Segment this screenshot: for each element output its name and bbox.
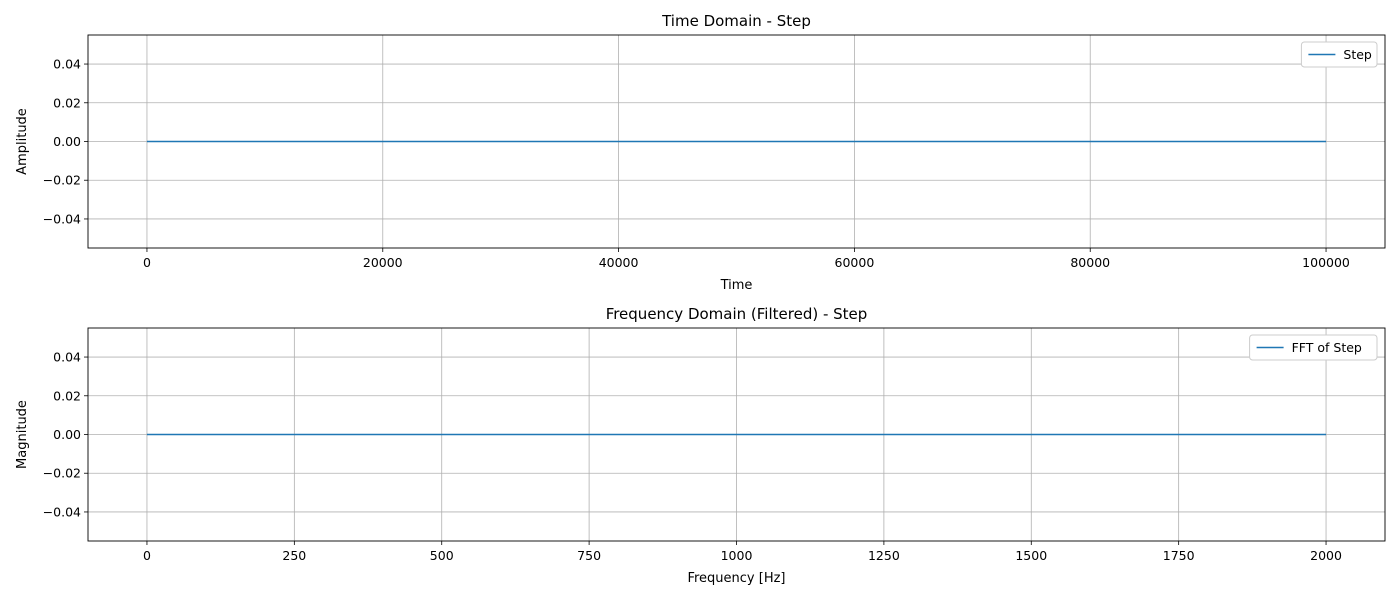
x-tick-label: 2000 (1310, 548, 1342, 563)
legend-label: FFT of Step (1292, 340, 1362, 355)
x-tick-label: 0 (143, 255, 151, 270)
y-axis-label: Amplitude (15, 108, 30, 175)
chart-frequency-domain: 0 250 500 750 1000 1250 1500 1750 2000 −0.04 −0.02… (15, 305, 1386, 586)
x-tick-label: 20000 (363, 255, 403, 270)
legend: FFT of Step (1249, 334, 1378, 361)
y-tick-label: 0.02 (53, 95, 81, 110)
legend-box (1300, 41, 1378, 68)
x-tick-label: 80000 (1070, 255, 1110, 270)
y-tick-label: −0.02 (43, 173, 81, 188)
x-tick-label: 60000 (835, 255, 875, 270)
x-tick-label: 40000 (599, 255, 639, 270)
chart-time-domain: 0 20000 40000 60000 80000 100000 −0.04 −0.02 0.0… (15, 12, 1386, 293)
y-axis-label: Magnitude (15, 400, 30, 469)
x-tick-label: 750 (577, 548, 601, 563)
x-tick-label: 1250 (868, 548, 900, 563)
y-tick-label: 0.00 (53, 427, 81, 442)
y-tick-label: 0.04 (53, 350, 81, 365)
x-tick-label: 1000 (721, 548, 753, 563)
x-tick-label: 500 (430, 548, 454, 563)
chart-title: Frequency Domain (Filtered) - Step (606, 305, 868, 323)
x-axis-label: Frequency [Hz] (687, 571, 785, 586)
y-tick-label: 0.02 (53, 388, 81, 403)
x-tick-label: 100000 (1302, 255, 1350, 270)
x-axis-label: Time (720, 278, 753, 293)
x-tick-label: 0 (143, 548, 151, 563)
x-tick-label: 1500 (1015, 548, 1047, 563)
legend: Step (1300, 41, 1378, 68)
x-tick-label: 1750 (1163, 548, 1195, 563)
legend-label: Step (1343, 47, 1372, 62)
legend-box (1249, 334, 1378, 361)
chart-title: Time Domain - Step (661, 12, 811, 30)
y-tick-label: −0.04 (43, 211, 81, 226)
y-tick-label: 0.04 (53, 57, 81, 72)
y-tick-label: −0.02 (43, 466, 81, 481)
x-tick-label: 250 (282, 548, 306, 563)
y-tick-label: 0.00 (53, 134, 81, 149)
y-tick-label: −0.04 (43, 504, 81, 519)
